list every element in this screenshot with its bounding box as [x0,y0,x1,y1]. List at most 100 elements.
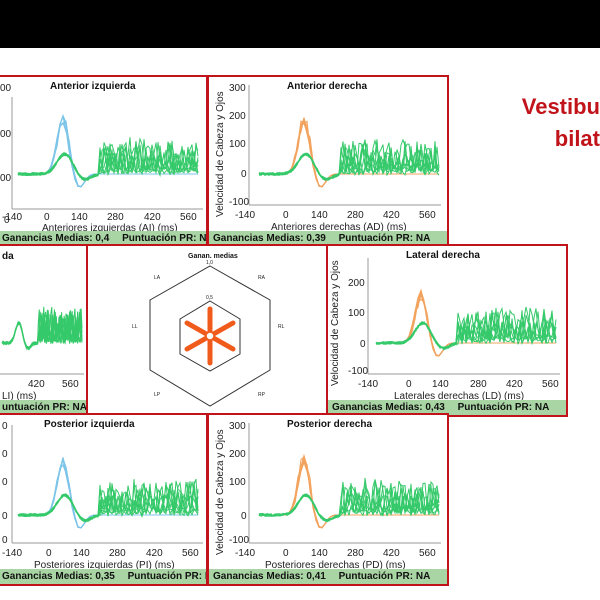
x-tick: 280 [347,548,364,559]
gain-center [205,331,215,341]
eye-velocity-trace [17,481,199,523]
eye-velocity-trace [258,480,440,521]
slide-title-line1: Vestibu [521,94,600,119]
y-tick: 0 [2,535,8,546]
panel-lateral-izquierda: da 420 560 LI) (ms) untuación PR: NA [0,244,88,417]
eye-velocity-trace [375,315,557,349]
gain-text: Ganancias Medias: 0,4 [2,233,110,244]
traces [258,117,440,188]
x-tick: 560 [419,548,436,559]
x-tick: 280 [107,212,124,223]
panel-footer: Ganancias Medias: 0,4 Puntuación PR: NA [0,231,206,246]
gain-text: Ganancias Medias: 0,39 [213,233,326,244]
y-tick: 300 [229,83,246,94]
x-tick: 0 [406,379,412,390]
panel-posterior-derecha: Posterior derecha Velocidad de Cabeza y … [207,413,449,586]
y-tick: 0 [241,511,247,522]
panel-footer: Ganancias Medias: 0,43 Puntuación PR: NA [328,400,566,415]
panel-title: Ganan. medias [188,253,238,260]
x-tick: 280 [347,210,364,221]
y-tick: 0 [2,449,8,460]
label-rp: RP [258,392,266,398]
gain-text: Ganancias Medias: 0,35 [2,571,115,582]
y-tick: 00 [0,173,12,184]
panel-footer: Ganancias Medias: 0,41 Puntuación PR: NA [209,569,447,584]
panel-anterior-izquierda: Anterior izquierda 00 00 00 0 -140 0 140… [0,75,208,248]
y-axis-label: Velocidad de Cabeza y Ojos [215,429,226,555]
x-tick: 560 [62,379,79,390]
y-tick: -100 [348,366,368,377]
panel-lateral-derecha: Lateral derecha Velocidad de Cabeza y Oj… [326,244,568,417]
y-tick: 00 [0,129,12,140]
hexagon-inner [179,300,241,372]
x-tick: 140 [311,548,328,559]
x-tick: 420 [383,548,400,559]
y-axis-label: Velocidad de Cabeza y Ojos [330,260,341,386]
panel-footer: Ganancias Medias: 0,39 Puntuación PR: NA [209,231,447,246]
traces [258,453,440,529]
x-tick: 0 [44,212,50,223]
panel-title: da [2,251,14,262]
x-tick: -140 [2,212,22,223]
y-tick: 100 [229,477,246,488]
x-tick: -140 [2,548,22,559]
score-text: Puntuación PR: NA [338,571,431,582]
plot-anterior-derecha: Anterior derecha Velocidad de Cabeza y O… [215,81,441,233]
slide-title-line2: bilat [554,126,600,151]
y-tick: -100 [229,197,249,208]
panel-title: Anterior derecha [287,81,367,92]
hexagon-chart: Ganan. medias 1,0 0,5 LA RA LL RL LP RP [132,253,285,407]
x-tick: -140 [235,548,255,559]
x-tick: -140 [358,379,378,390]
plot-anterior-izquierda: Anterior izquierda 00 00 00 0 -140 0 140… [0,81,203,234]
score-text: Puntuación PR: NA [122,233,208,244]
y-tick: 0 [2,511,8,522]
traces [17,456,199,529]
x-tick: 280 [109,548,126,559]
y-axis-label: Velocidad de Cabeza y Ojos [215,91,226,217]
label-rl: RL [278,324,285,330]
x-tick: 0 [283,548,289,559]
x-tick: 420 [383,210,400,221]
plot-lateral-derecha: Lateral derecha Velocidad de Cabeza y Oj… [330,250,560,402]
plot-lateral-izquierda: da 420 560 LI) (ms) [0,251,84,402]
y-tick: 00 [0,83,12,94]
score-text: Puntuación PR: NA [338,233,431,244]
x-tick: 140 [71,212,88,223]
x-tick: 420 [146,548,163,559]
y-tick: -100 [229,535,249,546]
y-tick: 0 [2,421,8,432]
y-tick: 0 [360,339,366,350]
y-tick: 200 [229,111,246,122]
eye-velocity-trace [1,309,83,350]
hexagon-outer [149,265,271,407]
y-tick: 300 [229,421,246,432]
label-ll: LL [132,324,138,330]
panel-title: Posterior izquierda [44,419,135,430]
x-axis-label: Anteriores derechas (AD) (ms) [271,222,407,233]
x-tick: 0 [46,548,52,559]
traces [1,306,83,351]
x-tick: -140 [235,210,255,221]
score-text: untuación PR: NA [2,402,87,413]
x-tick: 560 [542,379,559,390]
traces [375,288,557,357]
y-tick: 200 [348,278,365,289]
panel-footer: untuación PR: NA [0,400,86,415]
x-axis-label: Posteriores izquierdas (PI) (ms) [34,560,175,571]
x-tick: 560 [419,210,436,221]
panel-anterior-derecha: Anterior derecha Velocidad de Cabeza y O… [207,75,449,248]
x-tick: 280 [470,379,487,390]
label-half: 0,5 [206,295,213,301]
traces [17,113,199,188]
x-axis-label: Anteriores izquierdas (AI) (ms) [42,223,178,234]
y-tick: 100 [229,139,246,150]
y-tick: 0 [241,169,247,180]
x-axis-label: LI) (ms) [2,391,36,402]
y-tick: 100 [348,308,365,319]
label-ra: RA [258,275,266,281]
x-axis-label: Laterales derechas (LD) (ms) [394,391,524,402]
panel-title: Posterior derecha [287,419,372,430]
score-text: Puntuación PR: NA [127,571,206,582]
score-text: Puntuación PR: NA [457,402,550,413]
